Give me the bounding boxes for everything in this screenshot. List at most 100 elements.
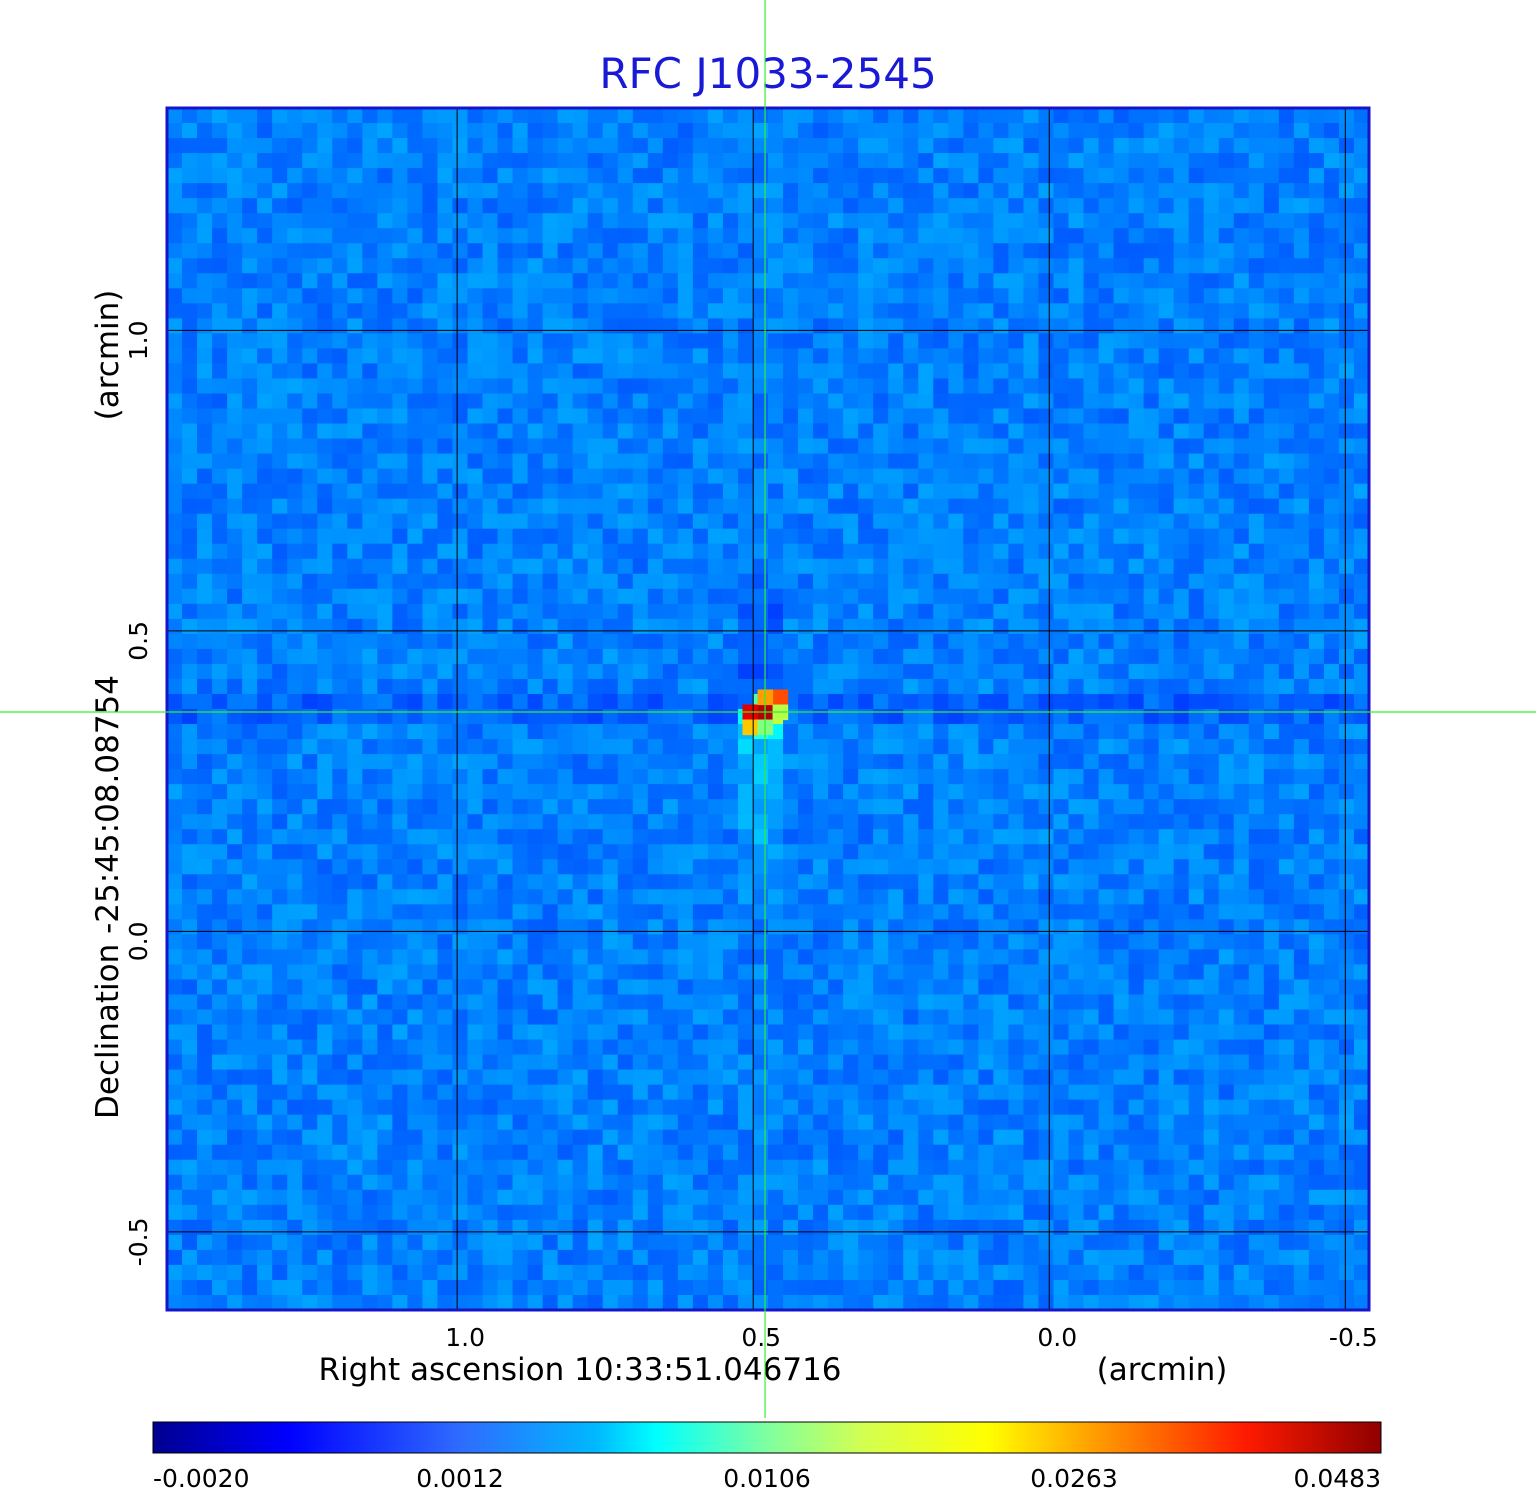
heatmap-cell bbox=[557, 348, 574, 365]
heatmap-cell bbox=[347, 1039, 363, 1056]
heatmap-cell bbox=[647, 483, 664, 500]
heatmap-cell bbox=[392, 408, 408, 425]
heatmap-cell bbox=[978, 814, 994, 830]
heatmap-cell bbox=[482, 678, 499, 695]
heatmap-cell bbox=[572, 393, 589, 410]
heatmap-cell bbox=[542, 648, 559, 665]
heatmap-cell bbox=[1173, 829, 1190, 845]
heatmap-cell bbox=[798, 573, 814, 590]
heatmap-cell bbox=[1098, 603, 1115, 620]
heatmap-cell bbox=[783, 378, 799, 395]
heatmap-cell bbox=[1083, 919, 1100, 935]
heatmap-cell bbox=[287, 318, 303, 334]
heatmap-cell bbox=[557, 153, 574, 169]
heatmap-cell bbox=[1203, 573, 1220, 590]
heatmap-cell bbox=[828, 784, 844, 800]
heatmap-cell bbox=[212, 228, 228, 244]
heatmap-cell bbox=[768, 453, 784, 470]
heatmap-cell bbox=[347, 348, 363, 365]
heatmap-cell bbox=[722, 333, 739, 349]
heatmap-cell bbox=[1173, 573, 1190, 590]
heatmap-cell bbox=[1323, 889, 1340, 905]
heatmap-cell bbox=[662, 393, 679, 410]
heatmap-cell bbox=[422, 138, 439, 154]
heatmap-cell bbox=[1293, 288, 1310, 304]
heatmap-cell bbox=[1038, 799, 1055, 815]
heatmap-cell bbox=[918, 724, 934, 740]
heatmap-cell bbox=[963, 588, 979, 605]
heatmap-cell bbox=[587, 168, 604, 184]
heatmap-cell bbox=[407, 168, 424, 184]
heatmap-cell bbox=[768, 979, 784, 996]
heatmap-cell bbox=[692, 1009, 709, 1026]
heatmap-cell bbox=[1008, 393, 1025, 410]
heatmap-cell bbox=[392, 513, 408, 530]
heatmap-cell bbox=[182, 603, 198, 620]
heatmap-cell bbox=[377, 588, 393, 605]
heatmap-cell bbox=[662, 994, 679, 1011]
heatmap-cell bbox=[1323, 618, 1340, 635]
heatmap-cell bbox=[437, 303, 454, 319]
heatmap-cell bbox=[452, 784, 469, 800]
heatmap-cell bbox=[737, 829, 754, 845]
heatmap-cell bbox=[1113, 964, 1130, 981]
heatmap-cell bbox=[1203, 438, 1220, 455]
heatmap-cell bbox=[1098, 709, 1115, 725]
heatmap-cell bbox=[647, 423, 664, 440]
heatmap-cell bbox=[287, 138, 303, 154]
heatmap-cell bbox=[1308, 1024, 1325, 1041]
heatmap-cell bbox=[918, 258, 934, 274]
heatmap-cell bbox=[452, 889, 469, 905]
heatmap-cell bbox=[1323, 543, 1340, 560]
heatmap-cell bbox=[587, 724, 604, 740]
heatmap-cell bbox=[662, 588, 679, 605]
heatmap-cell bbox=[617, 303, 634, 319]
heatmap-cell bbox=[1218, 153, 1235, 169]
heatmap-cell bbox=[1308, 724, 1325, 740]
heatmap-cell bbox=[482, 709, 499, 725]
heatmap-cell bbox=[918, 363, 934, 380]
heatmap-cell bbox=[858, 273, 874, 289]
heatmap-cell bbox=[212, 754, 228, 770]
heatmap-cell bbox=[377, 724, 393, 740]
heatmap-cell bbox=[167, 603, 183, 620]
heatmap-cell bbox=[512, 678, 529, 695]
heatmap-cell bbox=[437, 1039, 454, 1056]
heatmap-cell bbox=[798, 258, 814, 274]
heatmap-cell bbox=[828, 1024, 844, 1041]
heatmap-cell bbox=[482, 243, 499, 259]
heatmap-cell bbox=[407, 648, 424, 665]
heatmap-cell bbox=[572, 603, 589, 620]
heatmap-cell bbox=[1308, 573, 1325, 590]
heatmap-cell bbox=[933, 303, 949, 319]
heatmap-cell bbox=[197, 603, 213, 620]
heatmap-cell bbox=[1353, 303, 1370, 319]
heatmap-cell bbox=[257, 513, 273, 530]
heatmap-cell bbox=[903, 799, 919, 815]
heatmap-cell bbox=[948, 558, 964, 575]
heatmap-cell bbox=[948, 678, 964, 695]
heatmap-cell bbox=[783, 228, 799, 244]
heatmap-cell bbox=[873, 543, 889, 560]
heatmap-cell bbox=[1248, 769, 1265, 785]
heatmap-cell bbox=[1278, 498, 1295, 515]
heatmap-cell bbox=[692, 498, 709, 515]
heatmap-cell bbox=[662, 784, 679, 800]
heatmap-cell bbox=[783, 498, 799, 515]
heatmap-cell bbox=[722, 693, 739, 710]
heatmap-cell bbox=[1233, 363, 1250, 380]
heatmap-cell bbox=[572, 303, 589, 319]
heatmap-cell bbox=[212, 288, 228, 304]
heatmap-cell bbox=[707, 844, 724, 860]
heatmap-cell bbox=[813, 663, 829, 680]
heatmap-cell bbox=[497, 603, 514, 620]
heatmap-cell bbox=[647, 979, 664, 996]
heatmap-cell bbox=[692, 273, 709, 289]
heatmap-cell bbox=[1203, 378, 1220, 395]
heatmap-cell bbox=[1308, 468, 1325, 485]
heatmap-cell bbox=[317, 513, 333, 530]
heatmap-cell bbox=[1233, 498, 1250, 515]
heatmap-cell bbox=[1218, 979, 1235, 996]
heatmap-cell bbox=[918, 168, 934, 184]
heatmap-cell bbox=[332, 799, 348, 815]
